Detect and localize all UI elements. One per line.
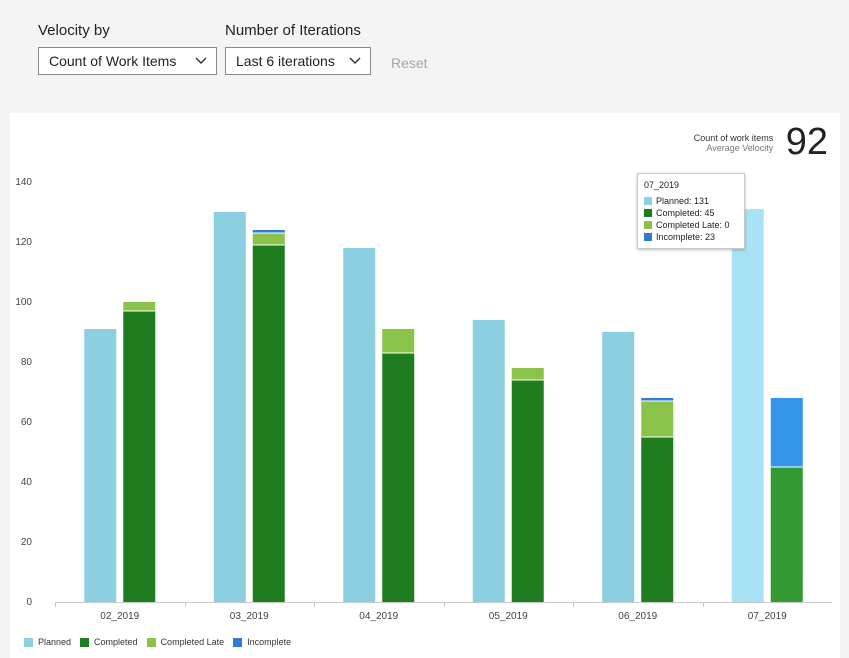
y-tick-label: 120 — [15, 237, 32, 248]
average-sub-label: Average Velocity — [706, 142, 774, 153]
completed-bar — [252, 245, 285, 602]
average-metric-label: Count of work items — [693, 132, 774, 143]
x-tick-label: 06_2019 — [618, 611, 657, 622]
y-tick-label: 40 — [21, 477, 33, 488]
legend-item-incomplete[interactable]: Incomplete — [233, 637, 291, 647]
completed-late-swatch — [146, 637, 156, 647]
x-tick-label: 04_2019 — [359, 611, 398, 622]
completed-bar — [511, 380, 544, 602]
tooltip-row-completed-late: Completed Late: 0 — [644, 219, 738, 231]
iterations-dropdown[interactable]: Last 6 iterations — [225, 47, 371, 75]
chevron-down-icon — [195, 57, 207, 64]
planned-swatch — [644, 197, 652, 205]
y-tick-label: 140 — [15, 177, 32, 188]
filter-bar: Velocity by Count of Work Items Number o… — [38, 22, 818, 92]
y-tick-label: 80 — [21, 357, 33, 368]
legend-label: Incomplete — [247, 637, 292, 647]
velocity-chart: 0 20 40 60 80 100 120 140 02_2019 03_2019 04_2019 0… — [15, 177, 832, 622]
legend-label: Completed — [94, 637, 138, 647]
completed-late-bar — [252, 233, 285, 245]
planned-bar — [602, 332, 635, 602]
iterations-label: Number of Iterations — [225, 22, 361, 39]
legend-item-completed-late[interactable]: Completed Late — [146, 637, 225, 647]
legend-label: Completed Late — [160, 637, 225, 647]
average-velocity: Count of work items Average Velocity 92 — [694, 121, 828, 164]
tooltip-completed-late-text: Completed Late: 0 — [656, 220, 730, 230]
velocity-by-label: Velocity by — [38, 22, 110, 39]
y-tick-label: 100 — [15, 297, 32, 308]
velocity-by-filter: Velocity by Count of Work Items — [38, 22, 217, 75]
iterations-filter: Number of Iterations Last 6 iterations — [225, 22, 371, 75]
chevron-down-icon — [349, 57, 361, 64]
completed-late-swatch — [644, 221, 652, 229]
average-velocity-value: 92 — [785, 121, 828, 163]
chart-tooltip: 07_2019 Planned: 131 Completed: 45 Compl… — [637, 173, 745, 249]
y-tick-label: 20 — [21, 537, 33, 548]
tooltip-row-planned: Planned: 131 — [644, 195, 738, 207]
planned-bar — [731, 209, 764, 602]
completed-bar — [641, 437, 674, 602]
tooltip-row-incomplete: Incomplete: 23 — [644, 231, 738, 243]
planned-swatch — [24, 637, 33, 647]
legend-item-completed[interactable]: Completed — [80, 637, 138, 647]
incomplete-bar — [641, 398, 674, 401]
completed-bar — [123, 311, 156, 602]
legend-item-planned[interactable]: Planned — [24, 637, 71, 647]
completed-bar — [770, 467, 803, 602]
incomplete-bar — [770, 398, 803, 467]
velocity-chart-panel: 0 20 40 60 80 100 120 140 02_2019 03_2019 04_2019 0… — [10, 113, 840, 658]
planned-bar — [84, 329, 117, 602]
chart-legend: Planned Completed Completed Late Incompl… — [24, 637, 300, 647]
x-tick-label: 05_2019 — [489, 611, 528, 622]
velocity-by-value: Count of Work Items — [49, 53, 177, 69]
completed-late-bar — [123, 302, 156, 311]
x-tick-label: 03_2019 — [230, 611, 269, 622]
tooltip-completed-text: Completed: 45 — [656, 208, 715, 218]
velocity-by-dropdown[interactable]: Count of Work Items — [38, 47, 217, 75]
y-tick-label: 60 — [21, 417, 33, 428]
planned-bar — [343, 248, 376, 602]
completed-bar — [382, 353, 415, 602]
completed-late-bar — [382, 329, 415, 353]
incomplete-swatch — [233, 637, 243, 647]
completed-swatch — [644, 209, 652, 217]
tooltip-row-completed: Completed: 45 — [644, 207, 738, 219]
tooltip-incomplete-text: Incomplete: 23 — [656, 232, 716, 242]
tooltip-title: 07_2019 — [644, 180, 680, 190]
x-tick-label: 02_2019 — [100, 611, 139, 622]
planned-bar — [472, 320, 505, 602]
y-tick-label: 0 — [26, 597, 32, 608]
planned-bar — [213, 212, 246, 602]
legend-label: Planned — [38, 637, 72, 647]
tooltip-planned-text: Planned: 131 — [656, 196, 710, 206]
completed-swatch — [80, 637, 90, 647]
completed-late-bar — [511, 368, 544, 380]
x-tick-label: 07_2019 — [748, 611, 787, 622]
incomplete-swatch — [644, 233, 652, 241]
iterations-value: Last 6 iterations — [236, 53, 335, 69]
incomplete-bar — [252, 230, 285, 233]
completed-late-bar — [641, 401, 674, 437]
reset-button[interactable]: Reset — [391, 55, 428, 71]
